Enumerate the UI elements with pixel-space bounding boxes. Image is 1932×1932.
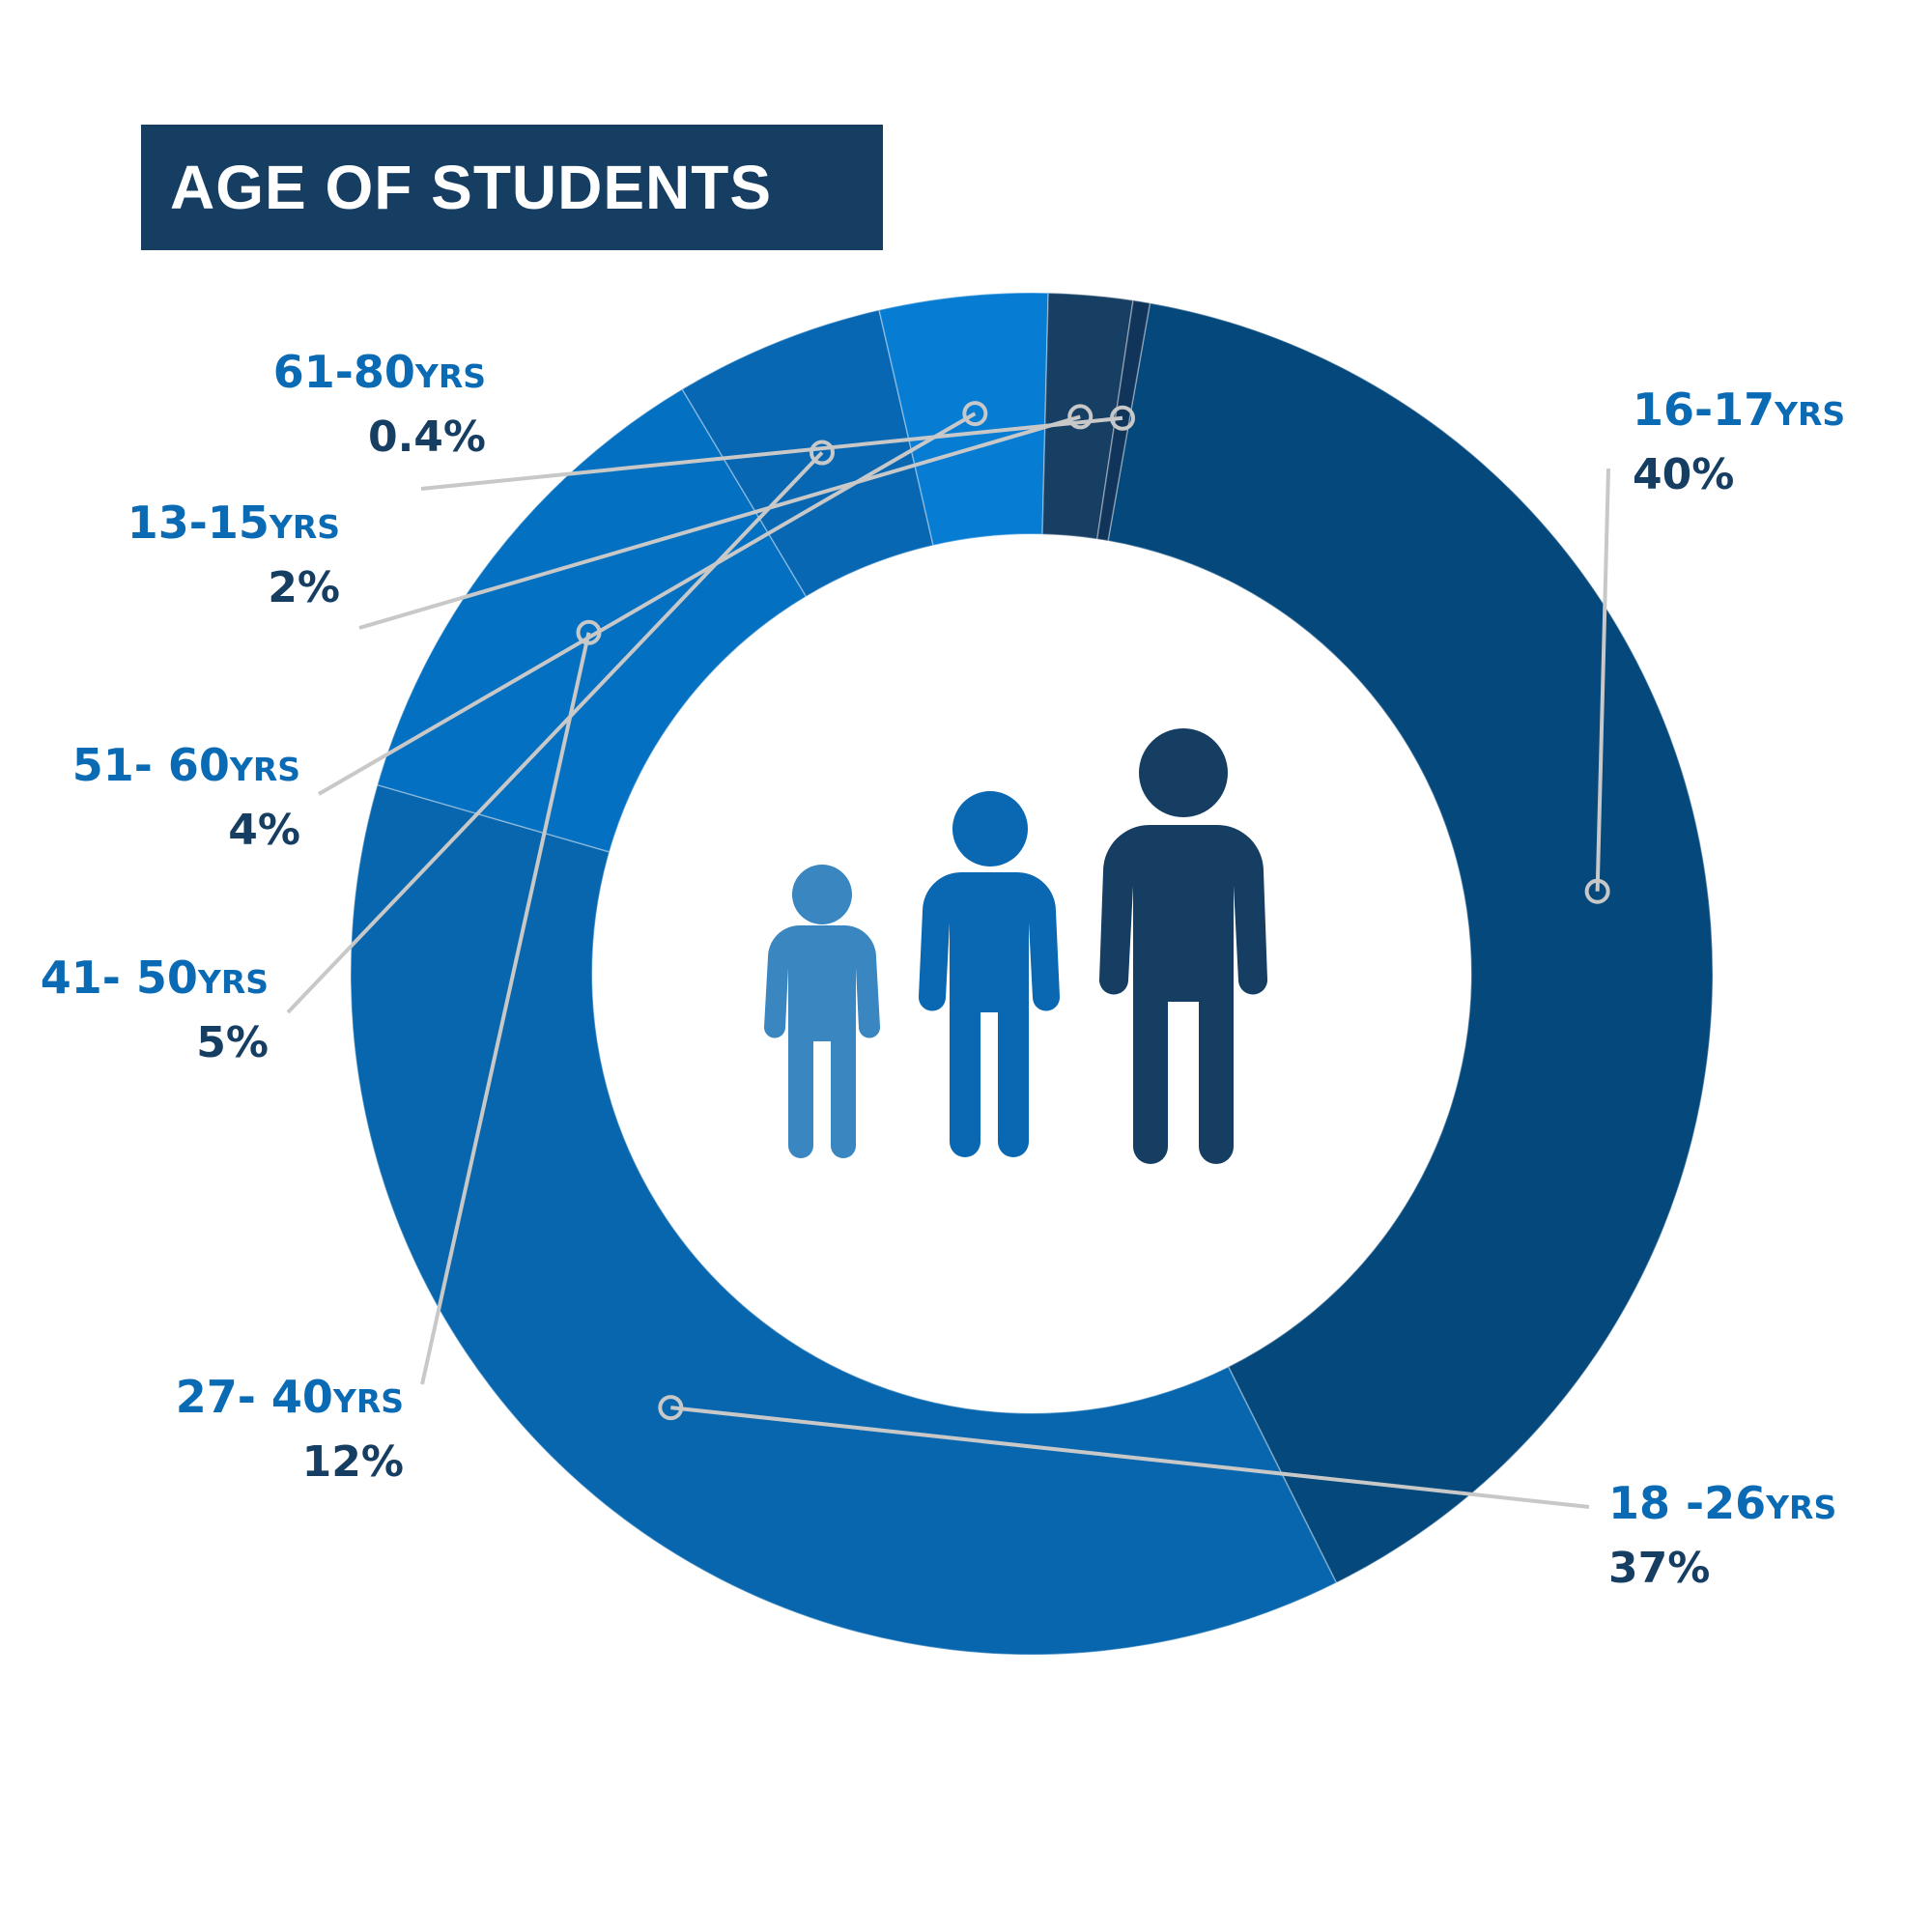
slice-percent-label: 40% <box>1633 450 1734 499</box>
slice-unit-text: YRS <box>1774 395 1845 433</box>
leader-dot <box>1584 878 1610 904</box>
slice-label-range: 16-17YRS <box>1633 384 1845 436</box>
slice-unit-text: YRS <box>269 508 340 546</box>
slice-range-text: 51- 60 <box>72 739 230 791</box>
leader-line <box>1595 468 1610 892</box>
slice-percent-label: 5% <box>196 1018 269 1067</box>
slice-unit-text: YRS <box>332 1382 404 1420</box>
slice-18-26 <box>350 783 1338 1656</box>
slice-range-text: 27- 40 <box>176 1371 333 1423</box>
slice-percent-label: 0.4% <box>368 412 486 462</box>
slice-percent-label: 12% <box>302 1437 404 1487</box>
slice-label-range: 51- 60YRS <box>72 739 300 791</box>
slice-percent-label: 2% <box>268 563 340 612</box>
leader-dot <box>658 1395 684 1421</box>
leader-dot <box>809 440 835 466</box>
leader-dot <box>1110 405 1136 431</box>
leader-dot <box>962 401 988 427</box>
slice-range-text: 16-17 <box>1633 384 1775 436</box>
slice-range-text: 41- 50 <box>41 952 198 1004</box>
slice-label-range: 61-80YRS <box>273 346 486 398</box>
slice-range-text: 18 -26 <box>1608 1477 1766 1529</box>
slice-percent-label: 4% <box>228 806 300 855</box>
slice-unit-text: YRS <box>197 963 269 1001</box>
child-icon <box>763 865 881 1158</box>
slice-label-range: 18 -26YRS <box>1608 1477 1836 1529</box>
leader-dot <box>1067 404 1094 430</box>
chart-title-box: AGE OF STUDENTS <box>141 125 883 250</box>
adult-icon <box>1098 728 1268 1164</box>
people-icons <box>763 728 1268 1164</box>
leader-line <box>317 412 977 796</box>
youth-icon <box>918 791 1061 1157</box>
slice-label-range: 27- 40YRS <box>176 1371 404 1423</box>
slice-61-80 <box>1095 299 1151 542</box>
slice-percent-label: 37% <box>1608 1544 1710 1593</box>
slice-16-17 <box>1107 301 1714 1584</box>
leader-line <box>420 415 1123 491</box>
slice-unit-text: YRS <box>229 751 300 788</box>
slice-unit-text: YRS <box>1765 1489 1836 1526</box>
leader-line <box>286 451 824 1014</box>
slice-range-text: 61-80 <box>273 346 415 398</box>
slice-range-text: 13-15 <box>128 497 270 549</box>
leader-line <box>420 632 591 1385</box>
chart-title: AGE OF STUDENTS <box>170 153 773 222</box>
slice-label-range: 13-15YRS <box>128 497 340 549</box>
slice-label-range: 41- 50YRS <box>41 952 269 1004</box>
leader-line <box>358 414 1081 630</box>
slice-unit-text: YRS <box>414 357 486 395</box>
leader-lines <box>286 401 1610 1509</box>
leader-line <box>670 1406 1590 1509</box>
